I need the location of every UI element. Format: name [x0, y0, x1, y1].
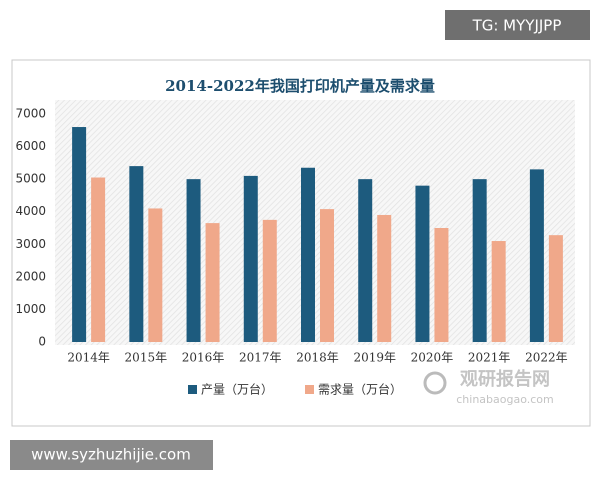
legend-swatch [188, 385, 197, 394]
bar [205, 223, 220, 342]
x-tick-label: 2019年 [353, 351, 396, 365]
x-tick-label: 2017年 [239, 351, 282, 365]
watermark-text: TG: MYYJJPP [472, 17, 562, 35]
x-tick-label: 2021年 [468, 351, 511, 365]
watermark-text: www.syzhuzhijie.com [31, 446, 191, 464]
bar [129, 166, 144, 342]
bar [415, 185, 430, 342]
bar [434, 228, 449, 342]
logo-url: chinabaogao.com [456, 393, 554, 406]
y-tick-label: 0 [38, 335, 46, 349]
x-tick-label: 2016年 [182, 351, 225, 365]
y-tick-label: 7000 [15, 107, 46, 121]
x-tick-label: 2020年 [411, 351, 454, 365]
legend-swatch [305, 385, 314, 394]
y-tick-label: 2000 [15, 269, 46, 283]
bar [472, 179, 487, 342]
x-tick-label: 2014年 [67, 351, 110, 365]
bar [148, 208, 163, 342]
y-tick-label: 5000 [15, 172, 46, 186]
bar [491, 241, 506, 342]
bar [320, 209, 334, 342]
bar [262, 219, 277, 342]
logo-text: 观研报告网 [460, 368, 550, 390]
chart-title: 2014-2022年我国打印机产量及需求量 [165, 77, 435, 95]
legend-label: 产量（万台） [201, 382, 273, 397]
bar [72, 127, 87, 343]
bar [91, 177, 106, 342]
watermark-box [445, 10, 590, 40]
y-tick-label: 4000 [15, 204, 46, 218]
x-tick-label: 2015年 [125, 351, 168, 365]
y-tick-label: 6000 [15, 139, 46, 153]
logo-icon [423, 371, 447, 395]
bar [243, 175, 258, 342]
watermark-box [10, 440, 213, 470]
x-tick-label: 2018年 [296, 351, 339, 365]
bar [186, 179, 201, 342]
x-tick-label: 2022年 [525, 351, 568, 365]
y-tick-label: 3000 [15, 237, 46, 251]
bar [529, 169, 544, 342]
y-tick-label: 1000 [15, 302, 46, 316]
bar [548, 235, 563, 342]
bar [377, 214, 392, 342]
legend-label: 需求量（万台） [318, 382, 402, 397]
bar [301, 167, 315, 342]
bar [358, 179, 373, 342]
